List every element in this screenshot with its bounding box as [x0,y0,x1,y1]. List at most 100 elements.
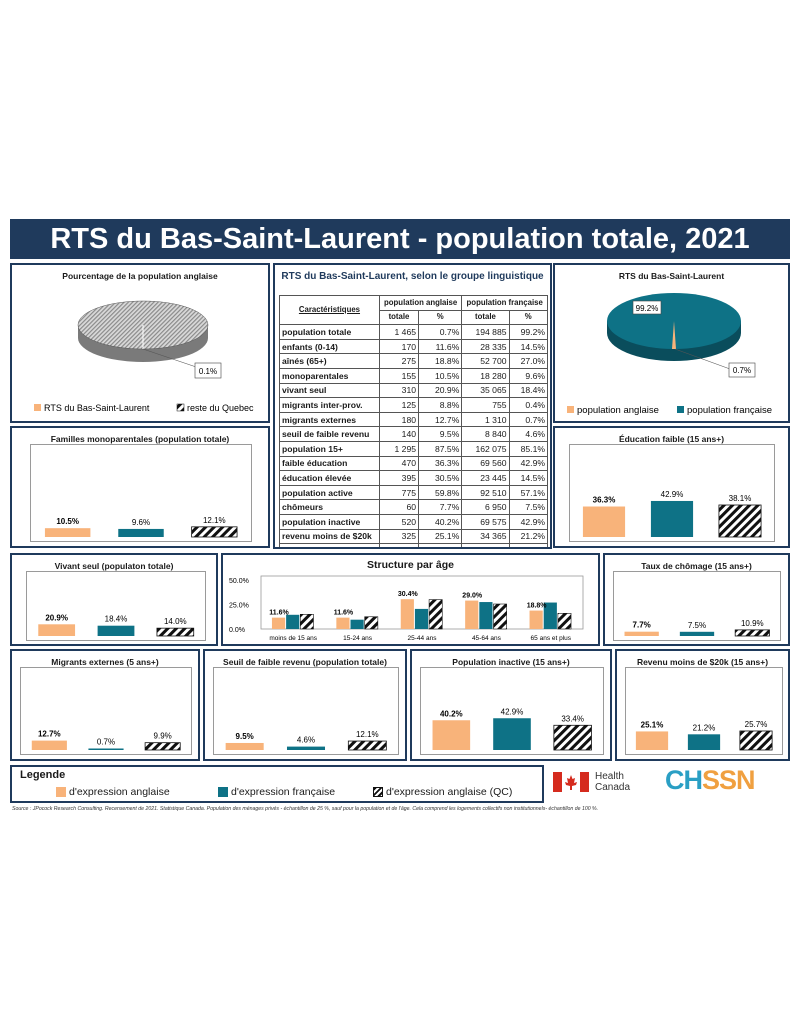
chssn-logo-part1: CH [665,765,703,795]
table-cell: 18.4% [508,382,549,399]
bar-vivant-2 [156,627,195,637]
bar-migr-1 [88,748,124,750]
bar-inact-2 [553,724,592,751]
pie-right-svg: 99.2% 0.7% population anglaise populatio… [567,293,772,416]
table-cell: 275 [378,353,420,369]
table-cell: 42.9% [508,455,549,472]
data-label-age-0: 11.6% [269,610,289,617]
table-row-label: monoparentales [279,367,380,384]
table-row-label: seuil de faible revenu [279,426,380,442]
table-cell: 155 [378,367,420,384]
table-row-label: migrants externes [279,411,380,428]
bar-migr-2 [144,742,181,751]
bar-monop-2 [191,526,238,538]
table-cell: 180 [378,411,420,428]
hc-line2: Canada [595,782,631,793]
table-row: migrants externes 180 12.7% 1 310 0.7% [279,411,549,428]
data-label-chomage-0: 7.7% [633,621,651,630]
data-label-educ-2: 38.1% [729,494,752,503]
table-header-french: population française [461,295,548,311]
panel-education: Éducation faible (15 ans+) 36.3% 42.9% 38.… [553,426,790,548]
bar-age-4-2 [557,613,572,630]
table-cell: 7.5% [508,499,549,515]
table-cell: 6 950 [461,499,510,515]
pie-slice-anglaise [672,321,676,349]
data-label-monop-1: 9.6% [132,518,150,527]
panel-seuil: Seuil de faible revenu (population total… [203,649,407,761]
table-row: faible éducation 470 36.3% 69 560 42.9% [279,455,549,472]
table-cell: 28 335 [461,338,510,355]
legend-swatch-orange [56,787,66,797]
table-row-label: enfants (0-14) [279,338,380,355]
data-label-educ-0: 36.3% [593,496,616,505]
bar-age-0-0 [271,617,286,629]
legend-label-qc: d'expression anglaise (QC) [386,786,513,798]
bar-age-3-2 [493,603,507,630]
data-label-age-4: 18.8% [527,603,548,610]
bar-age-1-1 [350,619,364,629]
chart-title-inactive: Population inactive (15 ans+) [452,657,570,667]
bar-age-4-0 [529,610,543,629]
panel-table: RTS du Bas-Saint-Laurent, selon le group… [273,263,552,549]
table-cell: 60 [378,499,420,515]
x-tick-label: 65 ans et plus [531,635,572,642]
legend-item-anglaise: d'expression anglaise [56,786,170,798]
chssn-logo: CHSSN [665,765,756,796]
data-label-age-1: 11.6% [334,610,354,617]
pie-right-legend-anglaise: population anglaise [577,405,659,416]
bar-monop-0 [44,528,91,537]
x-tick-label: 45-64 ans [472,635,502,642]
data-label-migr-0: 12.7% [38,730,61,739]
table-cell: 10.5% [418,367,463,384]
bar-seuil-2 [347,740,387,751]
chart-title-migrants: Migrants externes (5 ans+) [51,657,159,667]
table-cell: 14.5% [508,470,549,486]
bar-chomage-2 [734,629,770,637]
chart-vivant-seul: 20.9% 18.4% 14.0% [38,613,195,637]
data-label-vivant-0: 20.9% [45,613,68,622]
pie-right-label-fr-box [632,300,662,315]
table-row: population 15+ 1 295 87.5% 162 075 85.1% [279,440,549,457]
canada-flag-icon [553,772,589,792]
table-cell: 470 [378,455,420,472]
table-cell: 4.6% [508,426,549,442]
chart-title-seuil: Seuil de faible revenu (population total… [223,657,387,667]
legend-panel: Legende d'expression anglaise d'expressi… [10,765,544,803]
table-cell: 775 [378,484,420,501]
data-label-inact-0: 40.2% [440,709,463,718]
table-cell: 310 [378,382,420,399]
table-row: vivant seul 310 20.9% 35 065 18.4% [279,382,549,399]
table-subheader-total: totale [461,309,510,326]
chart-title-revenu: Revenu moins de $20k (15 ans+) [636,657,769,667]
table-cell: 8.8% [418,397,463,413]
legend-swatch-hatch [373,787,383,797]
data-label-seuil-0: 9.5% [236,732,254,741]
table-cell: 520 [378,513,420,530]
table-title: RTS du Bas-Saint-Laurent, selon le group… [281,271,544,282]
bar-rev-1 [687,734,721,750]
pie-left-legend-rts: RTS du Bas-Saint-Laurent [44,403,150,413]
table-cell: 0.7% [508,411,549,428]
data-label-seuil-1: 4.6% [297,736,315,745]
bar-age-3-1 [479,602,493,629]
data-label-migr-1: 0.7% [97,738,115,747]
data-label-seuil-2: 12.1% [356,730,379,739]
data-label-age-2: 30.4% [398,591,419,598]
table-cell: 42.9% [508,513,549,530]
bar-age-0-2 [299,613,314,630]
pie-right-legend-francaise: population française [687,405,772,416]
legend-swatch-anglaise [567,406,574,413]
data-label-rev-0: 25.1% [641,720,664,729]
pie-right-label-en-box [728,362,756,378]
table-cell: 14.5% [508,338,549,355]
table-cell: 52 700 [461,353,510,369]
bar-age-3-0 [465,600,479,629]
table-cell: 325 [378,528,420,545]
bar-educ-2 [718,504,762,538]
pie-left-title: Pourcentage de la population anglaise [62,271,218,281]
table-cell: 34 365 [461,528,510,545]
panel-vivant-seul: Vivant seul (populaton totale) 20.9% 18.4… [10,553,218,646]
panel-pie-rts: RTS du Bas-Saint-Laurent 99.2% 0.7% popu… [553,263,790,423]
chart-area: 40.2% 42.9% 33.4% [420,667,604,755]
legend-label-anglaise: d'expression anglaise [69,786,170,798]
